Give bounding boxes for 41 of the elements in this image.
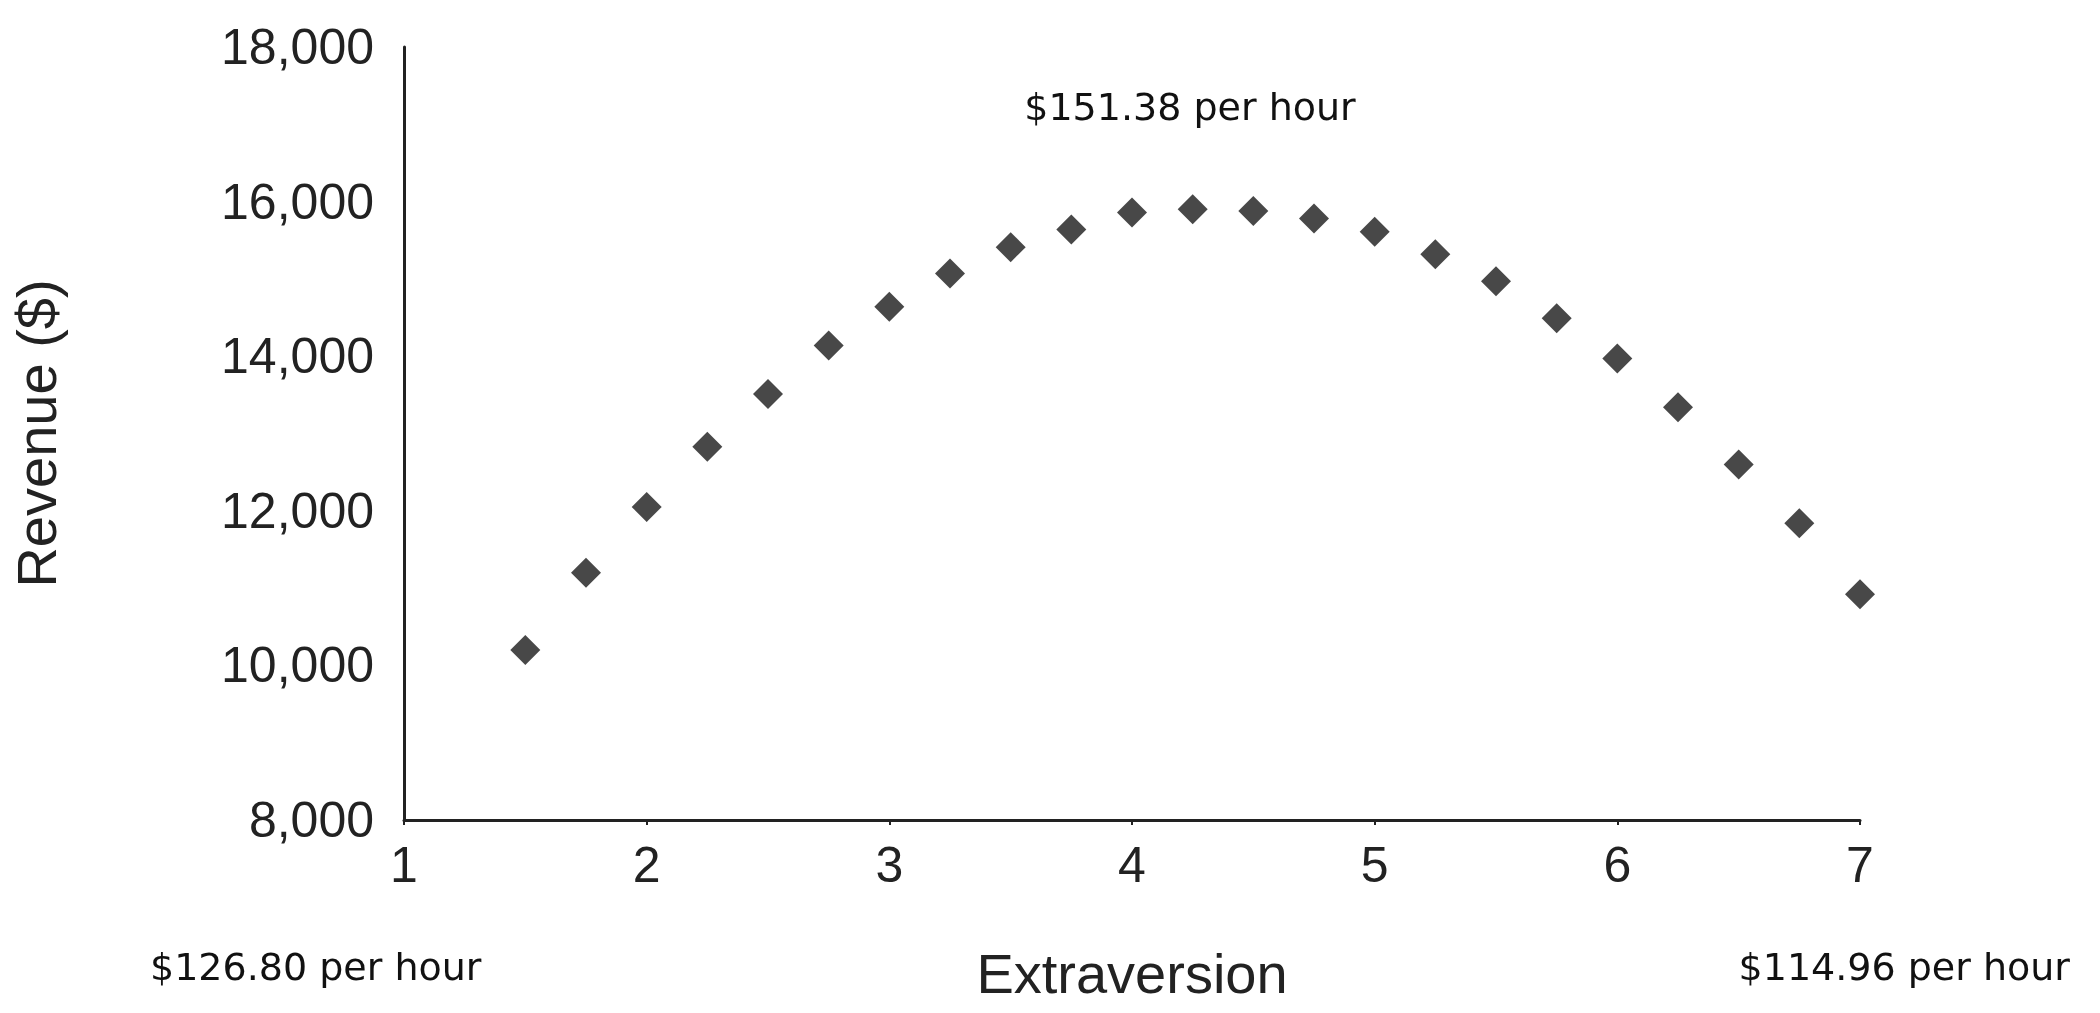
- x-tick-label: 3: [875, 837, 904, 893]
- point: [510, 634, 541, 665]
- y-tick-label: 10,000: [221, 637, 374, 694]
- point: [874, 291, 905, 322]
- text: $126.80 per hour: [150, 945, 482, 989]
- y-axis-title: Revenue ($): [4, 279, 68, 588]
- point: [1481, 266, 1511, 297]
- x-tick-label: 6: [1603, 837, 1632, 893]
- point: [1056, 214, 1087, 245]
- text: $114.96 per hour: [1738, 945, 2071, 989]
- point: [1117, 197, 1147, 228]
- x-tick-label: 5: [1360, 837, 1389, 893]
- point: [1238, 195, 1269, 226]
- y-tick-label: 18,000: [221, 19, 374, 75]
- x-tick-label: 4: [1118, 837, 1146, 893]
- point: [995, 232, 1026, 263]
- point: [1299, 203, 1329, 234]
- annotation: $151.38 per hour: [1024, 85, 1357, 129]
- point: [1359, 216, 1390, 247]
- point: [1845, 579, 1875, 610]
- y-tick-label: 12,000: [221, 482, 374, 539]
- point: [631, 491, 662, 522]
- point: [571, 557, 601, 588]
- y-tick-label: 14,000: [221, 328, 374, 385]
- point: [692, 431, 723, 462]
- point: [1784, 508, 1815, 539]
- point: [1177, 194, 1208, 225]
- point: [1541, 303, 1572, 334]
- x-tick-label: 1: [390, 837, 418, 893]
- y-tick-label: 8,000: [248, 792, 374, 848]
- point: [1663, 392, 1693, 423]
- point: [935, 258, 965, 289]
- point: [1602, 343, 1633, 374]
- point: [753, 379, 783, 410]
- point: [1723, 449, 1754, 480]
- point: [813, 330, 844, 361]
- y-tick-label: 16,000: [221, 173, 374, 230]
- x-tick-label: 7: [1846, 837, 1874, 893]
- x-tick-label: 2: [632, 837, 661, 893]
- point: [1420, 239, 1451, 270]
- x-axis-title: Extraversion: [976, 941, 1288, 1005]
